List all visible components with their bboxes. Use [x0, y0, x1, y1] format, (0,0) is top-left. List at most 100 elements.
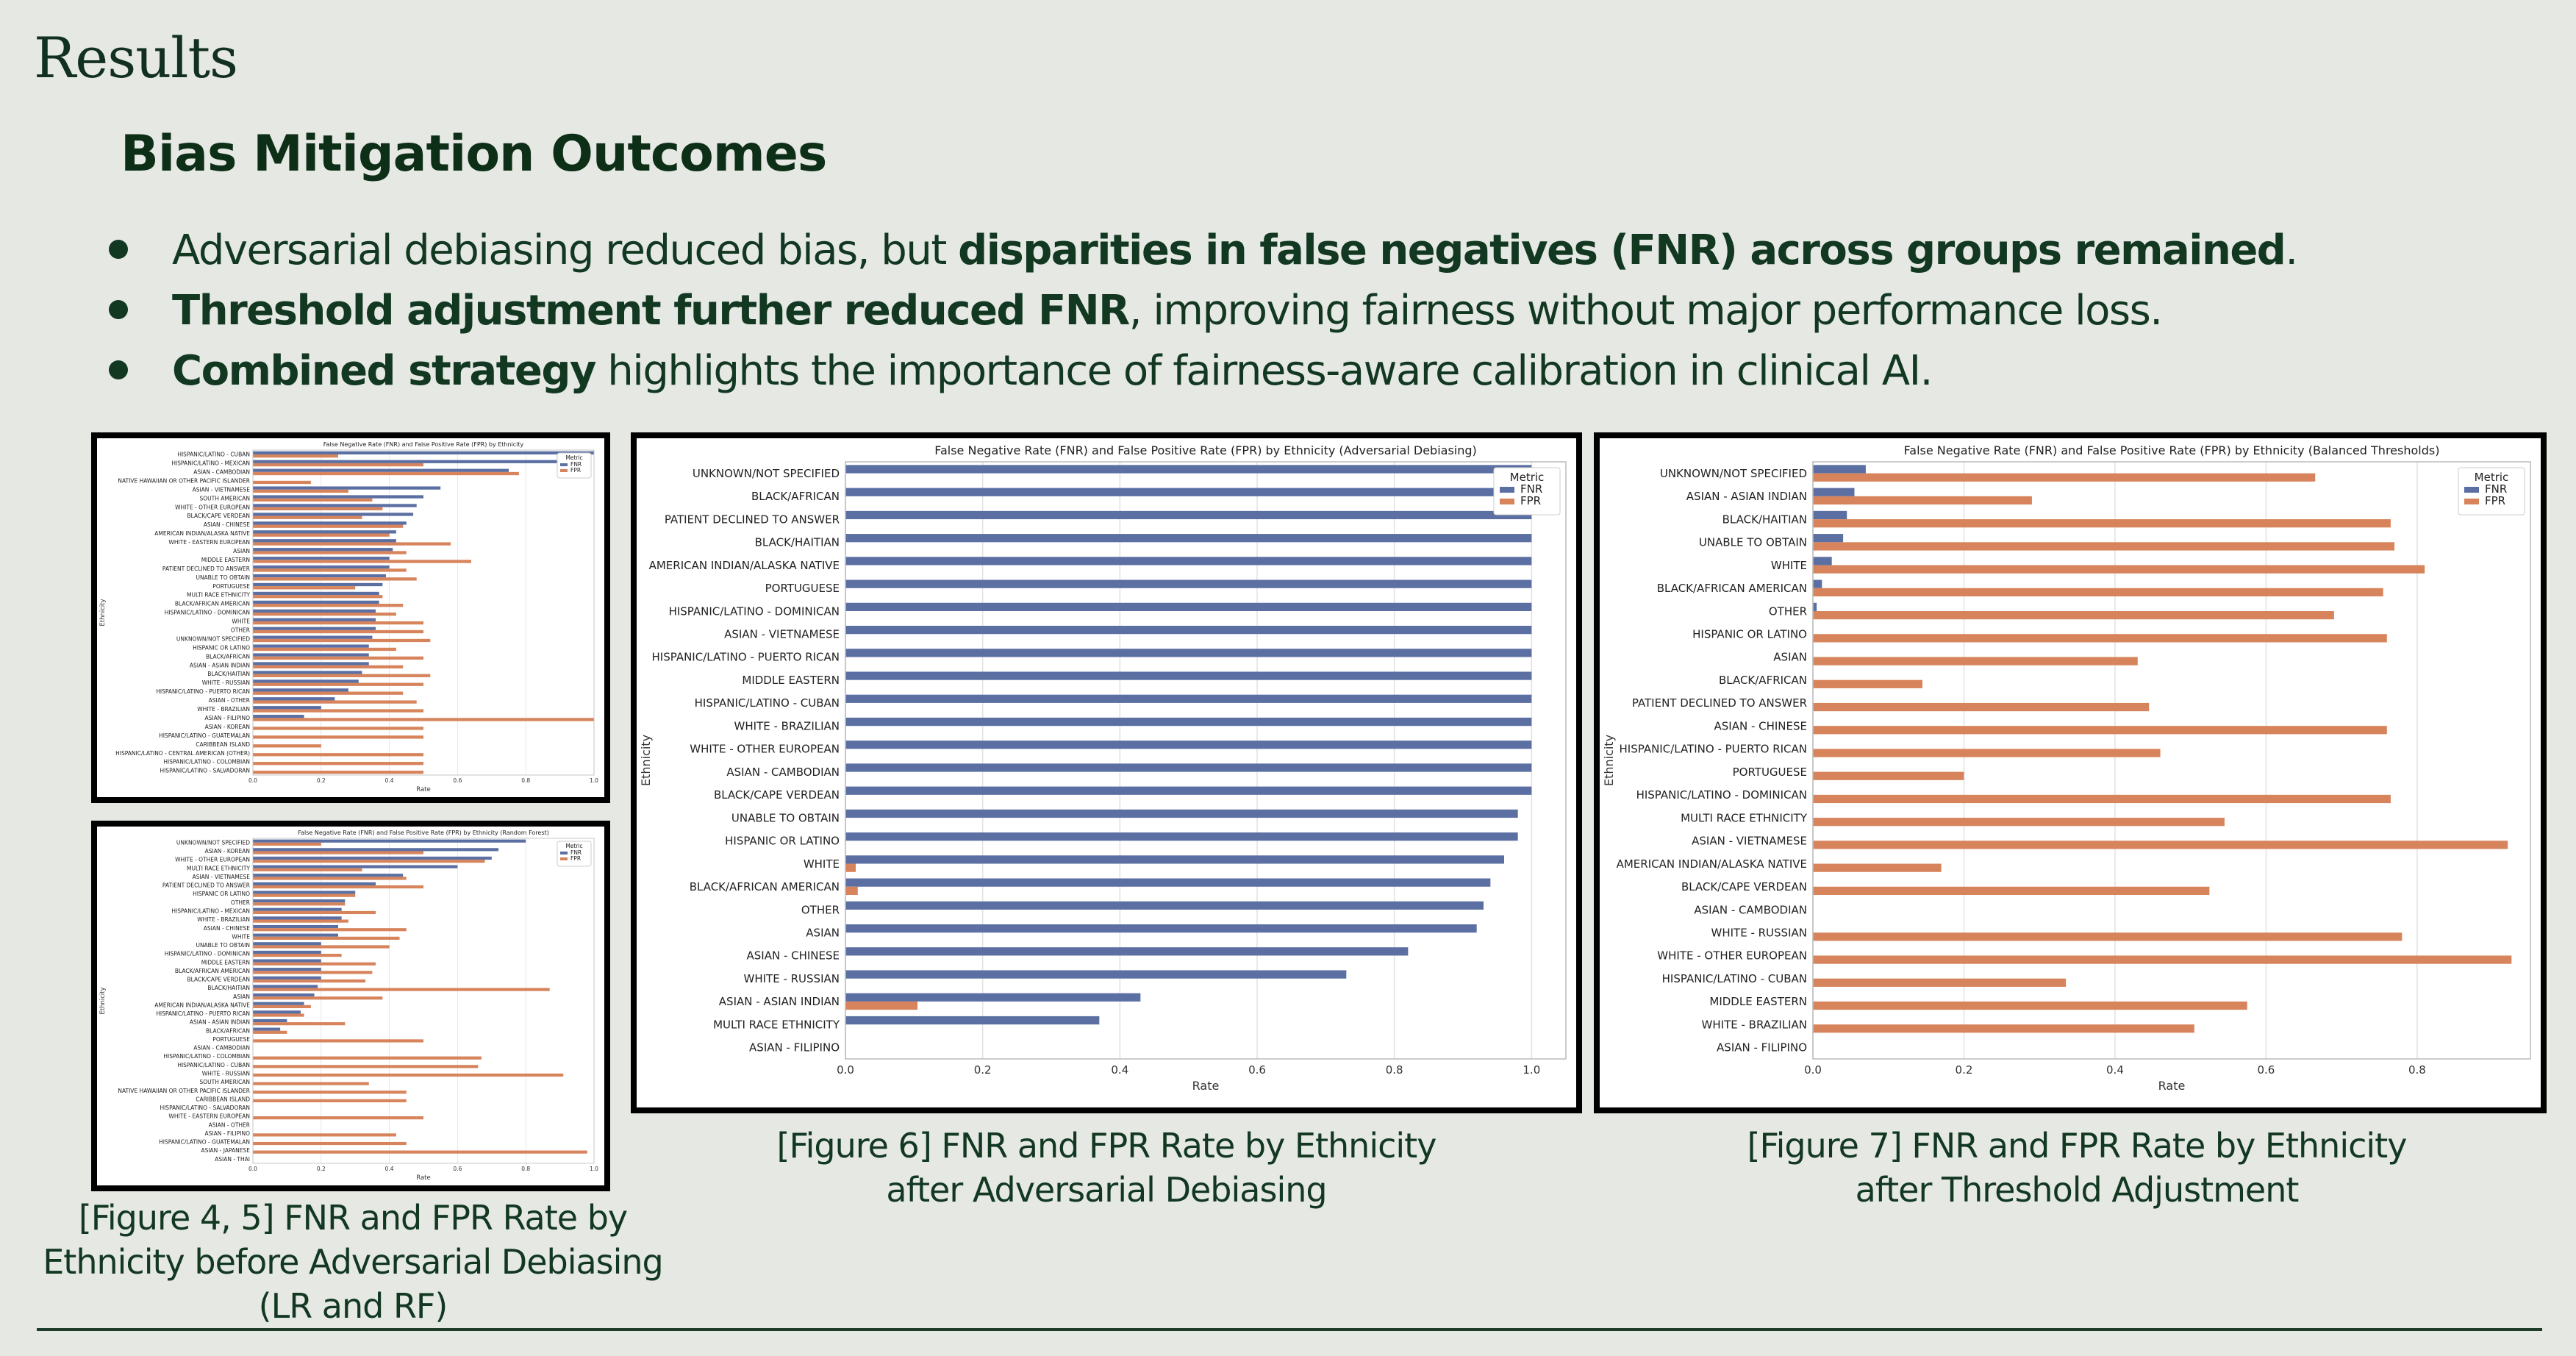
fnr-bar [253, 539, 396, 543]
fnr-bar [253, 513, 414, 516]
fnr-bar [253, 653, 369, 657]
fpr-bar [253, 524, 404, 528]
category-label: WHITE - OTHER EUROPEAN [690, 743, 840, 756]
x-tick-label: 0.2 [317, 1166, 326, 1172]
figure-4-chart: False Negative Rate (FNR) and False Posi… [97, 438, 604, 797]
fpr-bar [253, 1073, 564, 1077]
category-label: UNKNOWN/NOT SPECIFIED [176, 839, 250, 846]
fnr-bar [1813, 510, 1847, 520]
category-label: PORTUGUESE [765, 582, 840, 595]
fpr-bar [1813, 679, 1922, 688]
category-label: AMERICAN INDIAN/ALASKA NATIVE [154, 1002, 250, 1008]
fpr-bar [253, 1091, 407, 1094]
category-label: BLACK/AFRICAN AMERICAN [690, 880, 840, 893]
caption-line: [Figure 4, 5] FNR and FPR Rate by [78, 1198, 628, 1238]
fnr-bar [253, 627, 376, 630]
fnr-bar [253, 460, 587, 463]
legend-title: Metric [565, 454, 582, 461]
category-label: ASIAN - VIETNAMESE [193, 874, 251, 880]
fnr-bar [253, 1027, 281, 1031]
fpr-bar [253, 700, 417, 704]
category-label: ASIAN - JAPANESE [201, 1147, 250, 1154]
y-axis-label: Ethnicity [639, 735, 653, 786]
category-label: WHITE - RUSSIAN [202, 1070, 250, 1077]
fpr-bar [253, 1116, 423, 1120]
fpr-bar [253, 1150, 587, 1154]
plot-frame [252, 449, 595, 776]
fnr-bar [253, 635, 373, 639]
fpr-bar [253, 735, 423, 739]
fpr-bar [1813, 542, 2395, 551]
category-label: MULTI RACE ETHNICITY [713, 1018, 840, 1031]
category-label: ASIAN - ASIAN INDIAN [1686, 490, 1807, 503]
fpr-bar [1813, 473, 2316, 482]
fnr-bar [253, 591, 379, 596]
fpr-bar [253, 1004, 311, 1009]
category-label: ASIAN - FILIPINO [1717, 1041, 1807, 1055]
category-label: BLACK/HAITIAN [207, 671, 250, 677]
category-label: BLACK/AFRICAN [751, 490, 840, 503]
bullet-text: . [2285, 226, 2298, 274]
fpr-bar [1813, 657, 2138, 665]
category-label: MIDDLE EASTERN [201, 959, 250, 966]
fnr-bar [845, 534, 1532, 543]
bullet-list: Adversarial debiasing reduced bias, but … [109, 221, 2298, 402]
category-label: ASIAN - ASIAN INDIAN [190, 662, 250, 668]
category-label: WHITE [1771, 559, 1807, 572]
category-label: OTHER [231, 627, 250, 634]
chart-background [97, 438, 604, 797]
x-axis-label: Rate [416, 786, 431, 793]
category-label: HISPANIC/LATINO - SALVADORAN [160, 768, 250, 774]
category-label: BLACK/AFRICAN AMERICAN [1657, 582, 1807, 595]
category-label: ASIAN - OTHER [209, 1121, 250, 1128]
category-label: HISPANIC OR LATINO [193, 644, 250, 651]
fpr-bar [1813, 978, 2067, 987]
fpr-bar [253, 979, 366, 983]
fnr-bar [845, 924, 1477, 933]
category-label: ASIAN - CAMBODIAN [1694, 903, 1807, 916]
category-label: WHITE - BRAZILIAN [197, 916, 250, 923]
fpr-bar [1813, 841, 2508, 849]
figure-5-chart: False Negative Rate (FNR) and False Posi… [97, 827, 604, 1185]
fpr-bar [1813, 565, 2425, 574]
category-label: WHITE [232, 618, 250, 625]
x-tick-label: 0.4 [2106, 1063, 2124, 1077]
category-label: HISPANIC/LATINO - COLOMBIAN [163, 759, 250, 766]
x-tick-label: 0.8 [521, 777, 530, 784]
category-label: ASIAN [806, 926, 840, 939]
figure-7-caption: [Figure 7] FNR and FPR Rate by Ethnicity… [1706, 1124, 2448, 1212]
category-label: BLACK/HAITIAN [755, 536, 840, 549]
fnr-bar [253, 451, 594, 454]
fnr-bar [253, 1018, 287, 1023]
bullet-bold-text: Combined strategy [172, 347, 596, 395]
fnr-bar [845, 786, 1532, 795]
figure-4-frame: False Negative Rate (FNR) and False Posi… [91, 432, 610, 803]
category-label: HISPANIC/LATINO - PUERTO RICAN [1620, 743, 1807, 756]
figure-6-chart: False Negative Rate (FNR) and False Posi… [637, 438, 1576, 1107]
fnr-bar [253, 976, 321, 979]
fpr-bar [253, 709, 423, 713]
fnr-bar [845, 763, 1532, 772]
category-label: ASIAN - VIETNAMESE [193, 486, 251, 493]
plot-frame [1812, 461, 2531, 1060]
fnr-bar [253, 697, 335, 701]
category-label: AMERICAN INDIAN/ALASKA NATIVE [154, 530, 250, 537]
category-label: HISPANIC/LATINO - GUATEMALAN [159, 1139, 250, 1146]
fpr-bar [253, 727, 423, 730]
bullet-item: Combined strategy highlights the importa… [109, 341, 2297, 402]
fnr-bar [253, 688, 348, 692]
category-label: ASIAN - ASIAN INDIAN [719, 995, 840, 1008]
legend-label: FNR [1520, 482, 1542, 496]
category-label: MULTI RACE ETHNICITY [187, 865, 250, 871]
category-label: ASIAN - OTHER [209, 697, 250, 704]
fpr-bar [253, 682, 423, 686]
fpr-bar [253, 954, 342, 957]
category-label: ASIAN - CHINESE [204, 925, 251, 932]
fpr-bar [1813, 886, 2210, 896]
bullet-bold-text: disparities in false negatives (FNR) acr… [958, 226, 2286, 274]
x-tick-label: 0.8 [521, 1166, 530, 1172]
category-label: HISPANIC/LATINO - PUERTO RICAN [156, 688, 250, 695]
fnr-bar [845, 510, 1532, 520]
fpr-bar [253, 560, 471, 563]
category-label: ASIAN - VIETNAMESE [724, 627, 840, 640]
